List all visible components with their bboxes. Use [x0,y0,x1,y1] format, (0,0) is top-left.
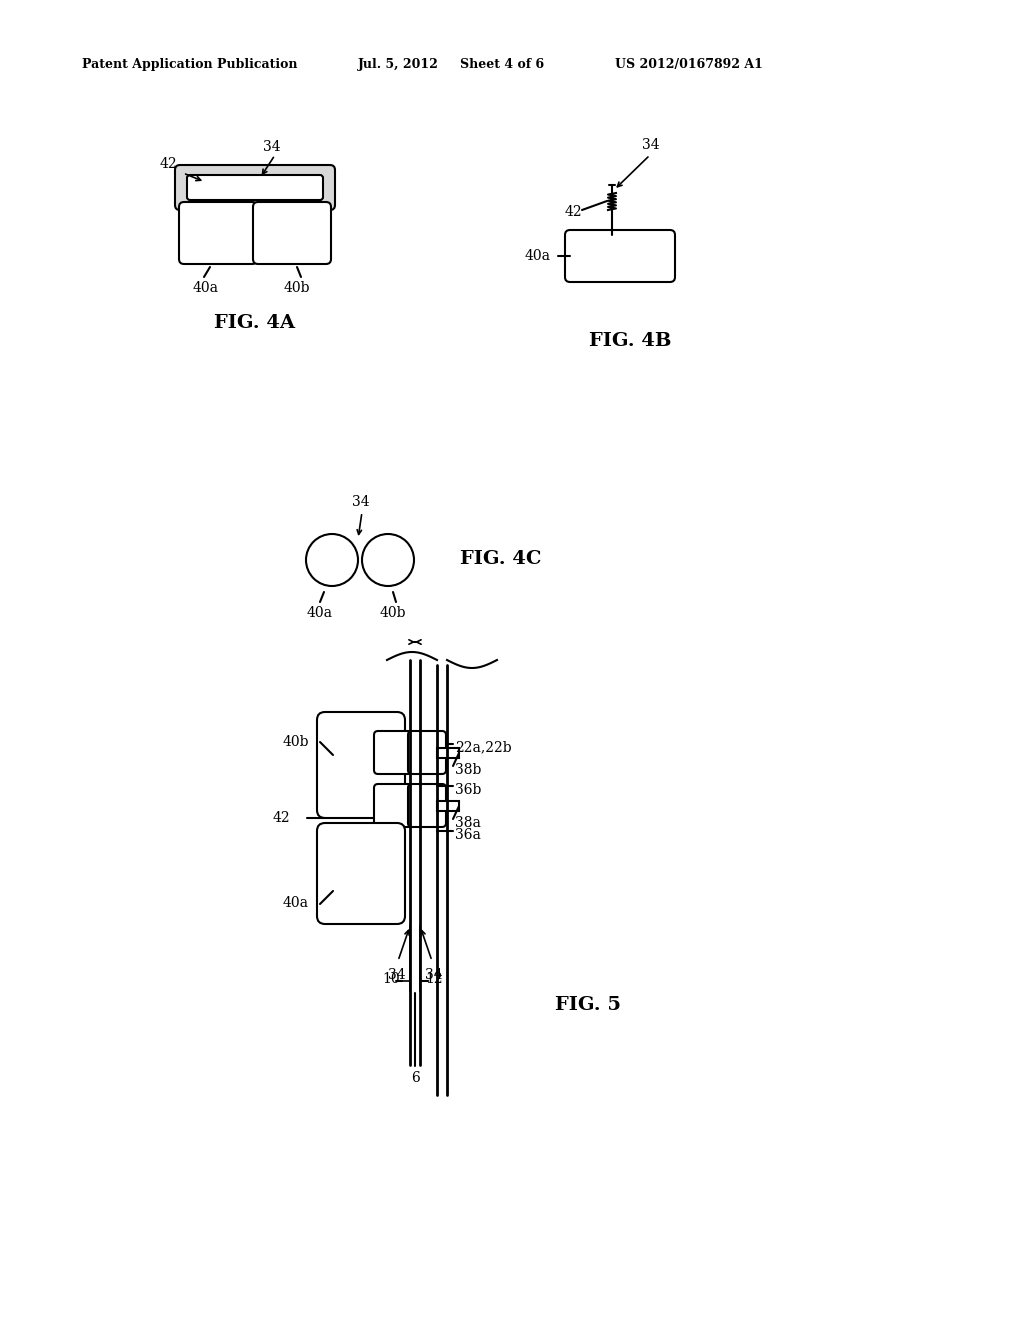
Text: 34: 34 [425,968,442,982]
FancyBboxPatch shape [179,202,257,264]
FancyBboxPatch shape [187,176,323,201]
Text: Jul. 5, 2012: Jul. 5, 2012 [358,58,439,71]
Text: 40a: 40a [283,896,309,909]
Text: 38a: 38a [455,816,481,830]
Text: 40a: 40a [307,606,333,620]
FancyBboxPatch shape [253,202,331,264]
Bar [437,748,459,758]
FancyBboxPatch shape [374,731,412,774]
Text: 34: 34 [352,495,370,510]
Text: 6: 6 [411,1071,420,1085]
Text: 40a: 40a [525,249,551,263]
FancyBboxPatch shape [175,165,335,210]
Text: US 2012/0167892 A1: US 2012/0167892 A1 [615,58,763,71]
Text: 22a,22b: 22a,22b [455,741,512,754]
Text: 38b: 38b [455,763,481,777]
Text: 12: 12 [425,972,442,986]
Text: 36a: 36a [455,828,481,842]
Text: 42: 42 [565,205,583,219]
Text: FIG. 5: FIG. 5 [555,997,621,1014]
Text: 34: 34 [642,139,659,152]
Text: 34: 34 [388,968,406,982]
Text: 40b: 40b [284,281,310,294]
Circle shape [362,535,414,586]
Bar [437,801,459,810]
Text: Sheet 4 of 6: Sheet 4 of 6 [460,58,544,71]
FancyBboxPatch shape [408,731,446,774]
Text: FIG. 4C: FIG. 4C [460,550,542,568]
FancyBboxPatch shape [374,784,412,828]
Text: 10: 10 [382,972,399,986]
Text: 36b: 36b [455,783,481,797]
Text: 34: 34 [263,140,281,154]
FancyBboxPatch shape [565,230,675,282]
FancyBboxPatch shape [317,822,406,924]
Text: 40b: 40b [380,606,407,620]
Text: 42: 42 [273,810,291,825]
Text: FIG. 4A: FIG. 4A [214,314,296,333]
Text: 40a: 40a [193,281,219,294]
Text: Patent Application Publication: Patent Application Publication [82,58,298,71]
Text: 40b: 40b [283,735,309,748]
FancyBboxPatch shape [317,711,406,818]
FancyBboxPatch shape [408,784,446,828]
Text: FIG. 4B: FIG. 4B [589,333,672,350]
Text: 42: 42 [160,157,177,172]
Circle shape [306,535,358,586]
